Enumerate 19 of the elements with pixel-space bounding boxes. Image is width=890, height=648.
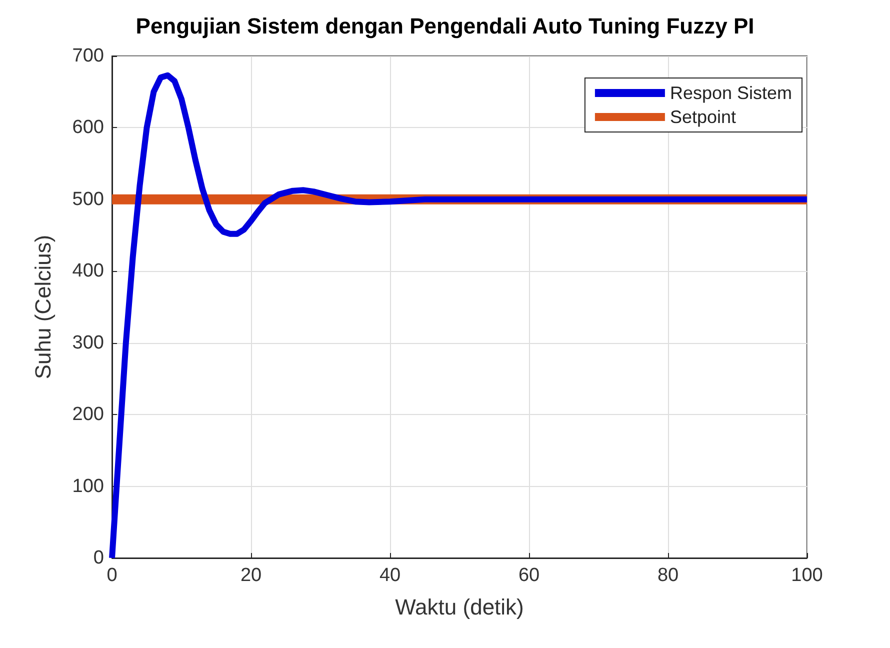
x-axis-title: Waktu (detik) [395,594,524,620]
y-tick-label: 600 [72,117,104,138]
y-tick-label: 0 [93,548,104,568]
x-tick-label: 100 [791,565,823,586]
x-tick-label: 0 [106,565,118,586]
x-tick-label: 40 [379,565,401,586]
x-tick-label: 80 [657,565,679,586]
y-tick-label: 300 [72,332,104,354]
y-tick-label: 100 [72,476,104,497]
y-axis-title: Suhu (Celcius) [30,234,56,380]
y-tick-label: 500 [72,188,104,210]
y-tick-label: 700 [72,46,104,66]
x-tick-label: 20 [240,565,262,586]
legend-label: Respon Sistem [670,83,792,103]
y-tick-label: 200 [72,404,104,426]
legend-label: Setpoint [670,107,736,127]
y-tick-label: 400 [72,260,104,282]
chart-title: Pengujian Sistem dengan Pengendali Auto Tuning Fuzzy PI [136,14,754,38]
x-tick-label: 60 [518,565,540,586]
